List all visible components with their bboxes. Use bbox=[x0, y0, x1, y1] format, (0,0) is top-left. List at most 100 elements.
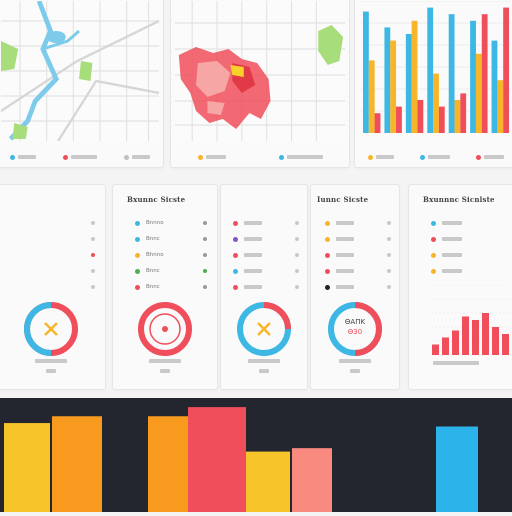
list-item[interactable] bbox=[325, 215, 391, 231]
bar-chart-panel[interactable] bbox=[354, 0, 512, 168]
legend-dot bbox=[476, 154, 481, 160]
bar-blue bbox=[405, 34, 412, 133]
bar-yellow bbox=[497, 80, 504, 133]
street-map[interactable] bbox=[1, 1, 159, 141]
legend-item bbox=[368, 154, 394, 160]
list-item-label: Bnnc bbox=[146, 236, 160, 242]
stat-card-3[interactable] bbox=[220, 184, 308, 390]
list-item[interactable] bbox=[325, 231, 391, 247]
stacked-bar-chart bbox=[361, 1, 511, 133]
list-item[interactable] bbox=[431, 263, 507, 279]
bottom-bar-band bbox=[0, 398, 512, 512]
status-dot bbox=[387, 237, 391, 241]
legend-item bbox=[62, 154, 97, 160]
summary-bar bbox=[492, 327, 499, 355]
legend-label-placeholder bbox=[484, 155, 504, 159]
map-panel-2[interactable] bbox=[170, 0, 350, 168]
donut-chart[interactable] bbox=[135, 299, 195, 359]
series-dot bbox=[233, 220, 238, 226]
label-placeholder bbox=[336, 221, 354, 225]
donut-chart-graphic bbox=[237, 302, 291, 356]
donut-chart[interactable] bbox=[234, 299, 294, 359]
bar-blue bbox=[470, 20, 476, 133]
map-panel-1[interactable] bbox=[0, 0, 164, 168]
list-item[interactable] bbox=[7, 247, 95, 263]
bar-red bbox=[417, 100, 424, 133]
list-item[interactable]: Bnnc bbox=[135, 263, 207, 279]
stat-card-4[interactable]: Iunnc Sicste ΘΑΠΚ Θ30 bbox=[310, 184, 400, 390]
donut-chart[interactable] bbox=[21, 299, 81, 359]
donut-subcaption bbox=[0, 369, 105, 375]
series-dot bbox=[325, 220, 330, 226]
bar-blue bbox=[491, 40, 498, 133]
bar-yellow bbox=[390, 40, 397, 133]
map1-legend bbox=[0, 151, 163, 163]
list-item[interactable] bbox=[7, 263, 95, 279]
label-placeholder bbox=[442, 269, 462, 273]
bottom-bar bbox=[246, 451, 290, 512]
list-item[interactable] bbox=[7, 279, 95, 295]
status-dot bbox=[91, 221, 95, 225]
caption-placeholder bbox=[149, 359, 181, 363]
summary-bar bbox=[472, 320, 479, 355]
legend-label-placeholder bbox=[18, 155, 37, 159]
legend-dot bbox=[10, 154, 16, 160]
series-dot bbox=[233, 252, 238, 258]
list-item[interactable] bbox=[233, 263, 299, 279]
list-item[interactable] bbox=[325, 263, 391, 279]
choropleth-map[interactable] bbox=[175, 1, 345, 141]
list-item[interactable]: Bnnc bbox=[135, 279, 207, 295]
series-dot bbox=[135, 236, 140, 242]
list-item[interactable] bbox=[233, 215, 299, 231]
caption-placeholder bbox=[46, 369, 56, 373]
list-item[interactable] bbox=[325, 247, 391, 263]
label-placeholder bbox=[336, 237, 354, 241]
list-item-label: Bnnc bbox=[146, 268, 160, 274]
card-list bbox=[431, 215, 507, 279]
summary-bar bbox=[502, 334, 509, 355]
legend-label-placeholder bbox=[131, 155, 150, 159]
list-item-label: Bnnc bbox=[146, 284, 160, 290]
legend-item bbox=[278, 154, 323, 160]
bar-yellow bbox=[368, 60, 375, 133]
bar-red bbox=[481, 14, 488, 133]
bar-chart-legend bbox=[355, 151, 512, 163]
donut-chart[interactable]: ΘΑΠΚ Θ30 bbox=[325, 299, 385, 359]
donut-subcaption bbox=[221, 369, 307, 375]
series-dot bbox=[135, 252, 140, 258]
list-item[interactable]: Bhnno bbox=[135, 247, 207, 263]
list-item[interactable] bbox=[233, 231, 299, 247]
list-item[interactable] bbox=[7, 231, 95, 247]
donut-chart-graphic bbox=[24, 302, 78, 356]
list-item[interactable] bbox=[431, 231, 507, 247]
donut-caption bbox=[221, 359, 307, 365]
list-item[interactable] bbox=[7, 215, 95, 231]
status-dot bbox=[295, 285, 299, 289]
label-placeholder bbox=[336, 253, 354, 257]
street-map-graphic bbox=[1, 1, 159, 141]
caption-placeholder bbox=[433, 361, 479, 365]
list-item[interactable]: Bnnno bbox=[135, 215, 207, 231]
summary-panel[interactable]: Bxunnnc Sicnlste bbox=[408, 184, 512, 390]
list-item[interactable] bbox=[325, 279, 391, 295]
stat-card-2[interactable]: Bxunnc Sicste Bnnno Bnnc Bhnno Bnnc Bnnc bbox=[112, 184, 218, 390]
donut-chart-graphic bbox=[138, 302, 192, 356]
list-item[interactable] bbox=[233, 247, 299, 263]
series-dot bbox=[325, 284, 330, 290]
stat-card-1[interactable] bbox=[0, 184, 106, 390]
label-placeholder bbox=[244, 285, 262, 289]
list-item[interactable] bbox=[233, 279, 299, 295]
donut-caption bbox=[311, 359, 399, 365]
status-dot bbox=[203, 237, 207, 241]
list-item[interactable]: Bnnc bbox=[135, 231, 207, 247]
summary-caption bbox=[409, 361, 512, 367]
list-item[interactable] bbox=[431, 215, 507, 231]
bar-yellow bbox=[411, 20, 418, 133]
status-dot bbox=[203, 269, 207, 273]
bar-red bbox=[396, 106, 402, 133]
donut-center-line-1: ΘΑΠΚ bbox=[344, 318, 366, 326]
list-item[interactable] bbox=[431, 247, 507, 263]
status-dot bbox=[295, 221, 299, 225]
label-placeholder bbox=[336, 285, 354, 289]
caption-placeholder bbox=[259, 369, 269, 373]
